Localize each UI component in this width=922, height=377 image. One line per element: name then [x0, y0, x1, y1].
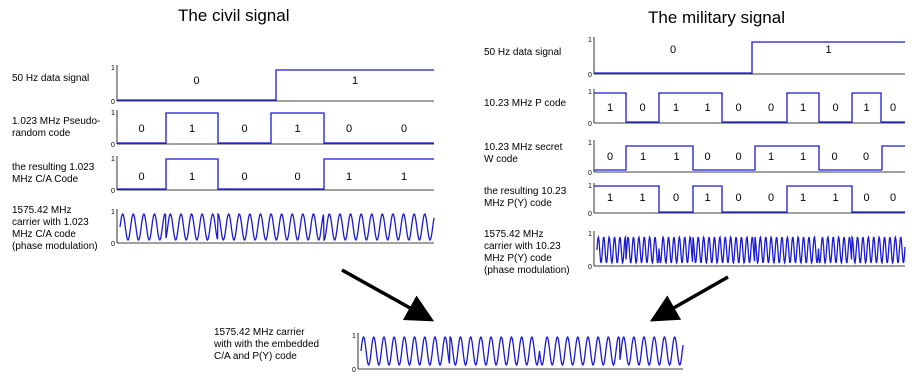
civil-data-bit-label: 1: [352, 75, 358, 87]
military-w-tick-1: 1: [588, 140, 592, 147]
military-py-bit-label: 0: [863, 192, 869, 204]
military-p-wave: [594, 92, 905, 123]
civil-prn-bit-label: 0: [138, 123, 144, 135]
military-py-bit-label: 1: [704, 192, 710, 204]
military-py-tick-0: 0: [588, 211, 592, 218]
civil-ca-bit-label: 0: [138, 171, 144, 183]
civil-ca-tick-0: 0: [111, 188, 115, 195]
military-data-tick-1: 1: [588, 37, 592, 44]
arrow-military-to-combined: [649, 275, 729, 322]
civil-prn-wave: [117, 112, 434, 144]
military-py-bit-label: 1: [800, 192, 806, 204]
military-p-bit-label: 0: [639, 102, 645, 114]
military-p-bit-label: 1: [673, 102, 679, 114]
military-py-label: the resulting 10.23 MHz P(Y) code: [484, 186, 567, 209]
military-w-bit-label: 1: [768, 151, 774, 163]
military-w-bit-label: 1: [800, 151, 806, 163]
civil-carrier-tick-1: 1: [111, 209, 115, 216]
military-w-bit-label: 1: [640, 151, 646, 163]
military-py-bit-label: 0: [673, 192, 679, 204]
military-p-bit-label: 0: [890, 102, 896, 114]
military-py-bit-label: 0: [768, 192, 774, 204]
civil-prn-tick-1: 1: [111, 110, 115, 117]
civil-data-label: 50 Hz data signal: [12, 73, 90, 84]
military-carrier-tick-1: 1: [588, 231, 592, 238]
combined-carrier-label: 1575.42 MHz carrier with with the embedde…: [214, 327, 320, 362]
military-p-bit-label: 0: [735, 102, 741, 114]
civil-carrier-wave: [119, 212, 435, 242]
military-w-bit-label: 0: [863, 151, 869, 163]
civil-prn-bit-label: 0: [346, 123, 352, 135]
military-py-bit-label: 0: [735, 192, 741, 204]
combined-tick-0: 0: [352, 367, 356, 374]
civil-data-bit-label: 0: [193, 75, 199, 87]
civil-data-wave: [117, 69, 434, 101]
military-w-wave: [594, 145, 882, 171]
military-py-bit-label: 1: [607, 192, 613, 204]
military-w-bit-label: 0: [704, 151, 710, 163]
military-signal-title: The military signal: [648, 8, 785, 27]
military-p-bit-label: 1: [607, 102, 613, 114]
military-w-tail-wave: [881, 145, 905, 170]
military-w-label: 10.23 MHz secret W code: [484, 142, 563, 165]
military-carrier-label: 1575.42 MHz carrier with 10.23 MHz P(Y) c…: [484, 229, 570, 276]
military-py-wave: [594, 185, 905, 213]
civil-prn-bit-label: 1: [189, 123, 195, 135]
combined-wave: [360, 335, 684, 367]
military-carrier-wave: [596, 234, 906, 265]
civil-prn-bit-label: 0: [401, 123, 407, 135]
military-p-bit-label: 1: [704, 102, 710, 114]
civil-prn-bit-label: 0: [241, 123, 247, 135]
military-w-bit-label: 0: [831, 151, 837, 163]
civil-ca-bit-label: 1: [346, 171, 352, 183]
military-p-bit-label: 1: [800, 102, 806, 114]
military-py-bit-label: 0: [890, 192, 896, 204]
military-data-tick-0: 0: [588, 72, 592, 79]
civil-signal-title: The civil signal: [178, 6, 290, 25]
civil-ca-wave: [117, 158, 434, 190]
civil-prn-bit-label: 1: [294, 123, 300, 135]
military-w-bit-label: 1: [673, 151, 679, 163]
military-data-bit-label: 0: [670, 44, 676, 56]
military-p-bit-label: 0: [832, 102, 838, 114]
civil-prn-tick-0: 0: [111, 142, 115, 149]
military-py-bit-label: 1: [832, 192, 838, 204]
civil-data-tick-0: 0: [111, 99, 115, 106]
military-py-bit-label: 1: [639, 192, 645, 204]
civil-carrier-tick-0: 0: [111, 241, 115, 248]
arrow-civil-to-combined: [341, 268, 435, 322]
civil-ca-bit-label: 1: [189, 171, 195, 183]
civil-ca-bit-label: 1: [401, 171, 407, 183]
civil-prn-label: 1.023 MHz Pseudo-random code: [12, 116, 101, 139]
civil-carrier-label: 1575.42 MHz carrier with 1.023 MHz C/A co…: [12, 205, 98, 252]
military-p-label: 10.23 MHz P code: [484, 98, 567, 109]
civil-data-tick-1: 1: [111, 65, 115, 72]
military-p-bit-label: 1: [863, 102, 869, 114]
military-p-tick-0: 0: [588, 121, 592, 128]
civil-ca-tick-1: 1: [111, 156, 115, 163]
military-carrier-tick-0: 0: [588, 264, 592, 271]
military-w-bit-label: 0: [735, 151, 741, 163]
military-w-bit-label: 0: [607, 151, 613, 163]
military-p-tick-1: 1: [588, 89, 592, 96]
military-data-bit-label: 1: [825, 44, 831, 56]
military-py-tick-1: 1: [588, 183, 592, 190]
military-p-bit-label: 0: [768, 102, 774, 114]
civil-ca-bit-label: 0: [241, 171, 247, 183]
combined-tick-1: 1: [352, 333, 356, 340]
civil-ca-bit-label: 0: [294, 171, 300, 183]
military-data-wave: [594, 41, 905, 74]
military-w-tick-0: 0: [588, 170, 592, 177]
civil-ca-label: the resulting 1.023 MHz C/A Code: [12, 162, 95, 185]
military-data-label: 50 Hz data signal: [484, 47, 562, 58]
